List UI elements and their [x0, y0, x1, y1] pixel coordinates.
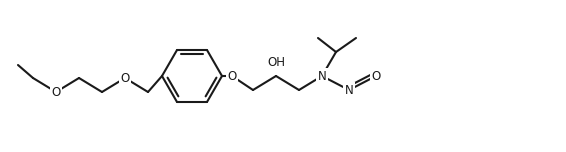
- Text: O: O: [228, 69, 237, 83]
- Text: OH: OH: [267, 57, 285, 69]
- Text: N: N: [318, 69, 327, 83]
- Text: N: N: [345, 83, 353, 97]
- Text: O: O: [121, 71, 130, 85]
- Text: O: O: [371, 69, 380, 83]
- Text: O: O: [52, 85, 61, 98]
